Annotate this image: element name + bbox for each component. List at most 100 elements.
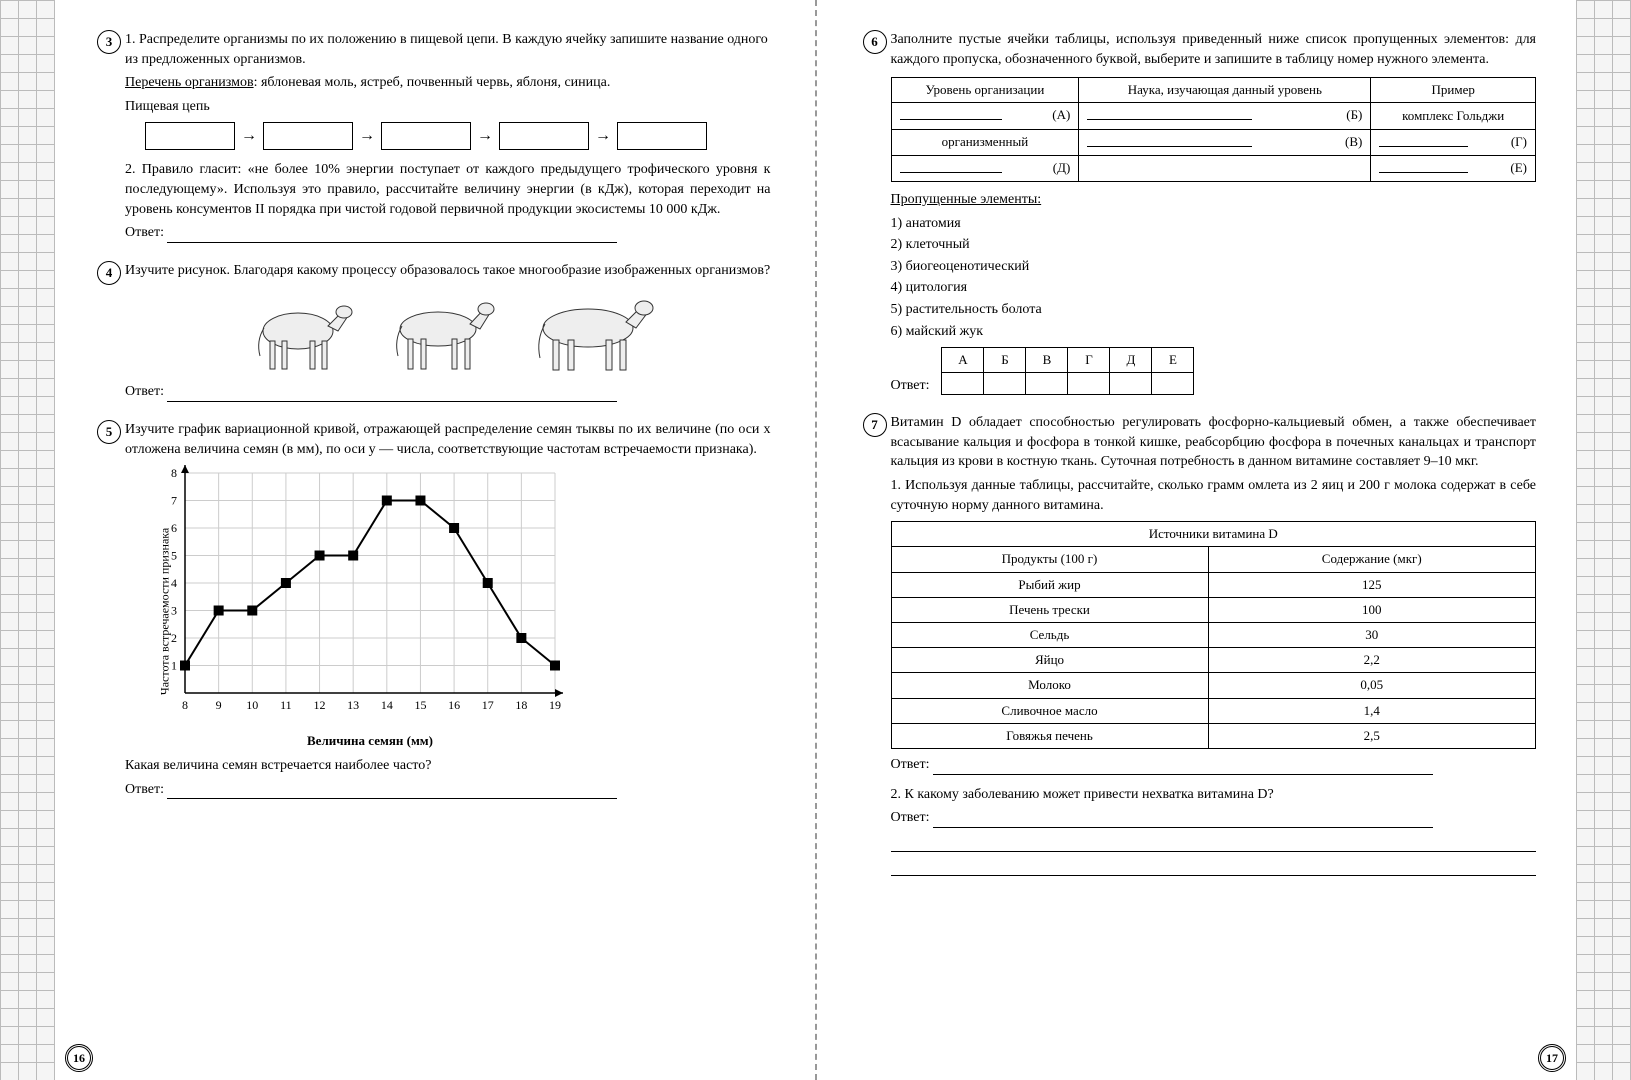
org-h2: Наука, изучающая данный уровень [1079, 78, 1371, 103]
svg-text:12: 12 [314, 698, 326, 712]
answer-blank[interactable] [167, 785, 617, 799]
answer-label: Ответ: [891, 810, 930, 825]
organization-table: Уровень организации Наука, изучающая дан… [891, 77, 1537, 182]
answer-label: Ответ: [891, 757, 930, 772]
org-cell[interactable]: (Б) [1079, 103, 1371, 129]
q6-item: 1) анатомия [891, 214, 1537, 234]
svg-text:8: 8 [171, 466, 177, 480]
svg-text:16: 16 [448, 698, 460, 712]
q7-p2: 1. Используя данные таблицы, рассчитайте… [891, 476, 1537, 515]
svg-text:9: 9 [216, 698, 222, 712]
vitamin-cell: Сельдь [891, 623, 1208, 648]
svg-text:8: 8 [182, 698, 188, 712]
answer-blank[interactable] [167, 388, 617, 402]
svg-text:13: 13 [347, 698, 359, 712]
q6-item: 5) растительность болота [891, 300, 1537, 320]
svg-text:15: 15 [414, 698, 426, 712]
vitamin-table: Источники витамина D Продукты (100 г) Со… [891, 521, 1537, 749]
org-cell[interactable]: (В) [1079, 129, 1371, 155]
q3-answer-row: Ответ: [125, 223, 771, 243]
q5-question: Какая величина семян встречается наиболе… [125, 756, 771, 776]
vit-h1: Продукты (100 г) [891, 547, 1208, 572]
letter-header: Д [1110, 348, 1152, 373]
page-right: 6 Заполните пустые ячейки таблицы, испол… [821, 0, 1577, 1080]
svg-text:11: 11 [280, 698, 292, 712]
chart-y-label: Частота встречаемости признака [157, 512, 174, 712]
page-number-right: 17 [1538, 1044, 1566, 1072]
answer-label: Ответ: [125, 782, 164, 797]
arrow-icon: → [359, 125, 375, 147]
letter-answer-cell[interactable] [984, 373, 1026, 395]
horse-icon [238, 286, 358, 376]
answer-blank-line[interactable] [891, 860, 1537, 876]
vitamin-cell: 125 [1208, 572, 1535, 597]
question-3: 3 1. Распределите организмы по их положе… [125, 30, 771, 243]
q5-answer-row: Ответ: [125, 780, 771, 800]
food-chain-box[interactable] [145, 122, 235, 150]
horses-figure [125, 286, 771, 376]
letters-table: АБВГДЕ [941, 347, 1194, 395]
q4-text: Изучите рисунок. Благодаря какому процес… [125, 261, 771, 281]
q6-items-list: 1) анатомия2) клеточный3) биогеоценотиче… [891, 214, 1537, 342]
q6-item: 2) клеточный [891, 235, 1537, 255]
org-cell[interactable]: (Е) [1371, 155, 1536, 181]
question-7: 7 Витамин D обладает способностью регули… [891, 413, 1537, 875]
question-4: 4 Изучите рисунок. Благодаря какому проц… [125, 261, 771, 402]
org-cell: организменный [891, 129, 1079, 155]
answer-blank-line[interactable] [891, 836, 1537, 852]
vit-h2: Содержание (мкг) [1208, 547, 1535, 572]
org-cell[interactable]: (Д) [891, 155, 1079, 181]
svg-text:7: 7 [171, 494, 177, 508]
q6-missing-label: Пропущенные элементы: [891, 190, 1537, 210]
vitamin-cell: 2,2 [1208, 648, 1535, 673]
q3-part1: 1. Распределите организмы по их положени… [125, 30, 771, 69]
food-chain-box[interactable] [263, 122, 353, 150]
org-cell[interactable] [1079, 155, 1371, 181]
letter-answer-cell[interactable] [1152, 373, 1194, 395]
question-5: 5 Изучите график вариационной кривой, от… [125, 420, 771, 799]
left-grid-margin [0, 0, 55, 1080]
answer-blank[interactable] [933, 814, 1433, 828]
arrow-icon: → [595, 125, 611, 147]
letter-header: Е [1152, 348, 1194, 373]
answer-blank[interactable] [167, 229, 617, 243]
vitamin-cell: 0,05 [1208, 673, 1535, 698]
vitamin-cell: Рыбий жир [891, 572, 1208, 597]
qnum-3: 3 [97, 30, 121, 54]
letter-answer-cell[interactable] [942, 373, 984, 395]
answer-label: Ответ: [125, 225, 164, 240]
q6-item: 6) майский жук [891, 322, 1537, 342]
chart-svg: 123456788910111213141516171819 [145, 463, 565, 723]
q4-answer-row: Ответ: [125, 382, 771, 402]
letter-answer-cell[interactable] [1068, 373, 1110, 395]
qnum-7: 7 [863, 413, 887, 437]
q3-list-label: Перечень организмов [125, 75, 254, 90]
q3-chain-label: Пищевая цепь [125, 97, 771, 117]
food-chain-box[interactable] [381, 122, 471, 150]
q3-list: : яблоневая моль, ястреб, почвенный черв… [254, 75, 611, 90]
q7-answer-row: Ответ: [891, 755, 1537, 775]
vit-title: Источники витамина D [891, 522, 1536, 547]
org-cell[interactable]: (Г) [1371, 129, 1536, 155]
right-grid-margin [1576, 0, 1631, 1080]
org-h1: Уровень организации [891, 78, 1079, 103]
q3-part2: 2. Правило гласит: «не более 10% энергии… [125, 160, 771, 219]
arrow-icon: → [477, 125, 493, 147]
q7-p1: Витамин D обладает способностью регулиро… [891, 413, 1537, 472]
variation-chart: Частота встречаемости признака 123456788… [145, 463, 771, 750]
answer-blank[interactable] [933, 761, 1433, 775]
letter-answer-cell[interactable] [1026, 373, 1068, 395]
org-cell[interactable]: (А) [891, 103, 1079, 129]
vitamin-cell: 2,5 [1208, 723, 1535, 748]
food-chain: → → → → [145, 122, 771, 150]
food-chain-box[interactable] [499, 122, 589, 150]
letter-answer-cell[interactable] [1110, 373, 1152, 395]
q5-text: Изучите график вариационной кривой, отра… [125, 420, 771, 459]
q6-item: 4) цитология [891, 278, 1537, 298]
qnum-6: 6 [863, 30, 887, 54]
food-chain-box[interactable] [617, 122, 707, 150]
q6-answer-row: Ответ: АБВГДЕ [891, 347, 1537, 395]
vitamin-cell: 100 [1208, 597, 1535, 622]
vitamin-cell: Говяжья печень [891, 723, 1208, 748]
svg-text:19: 19 [549, 698, 561, 712]
